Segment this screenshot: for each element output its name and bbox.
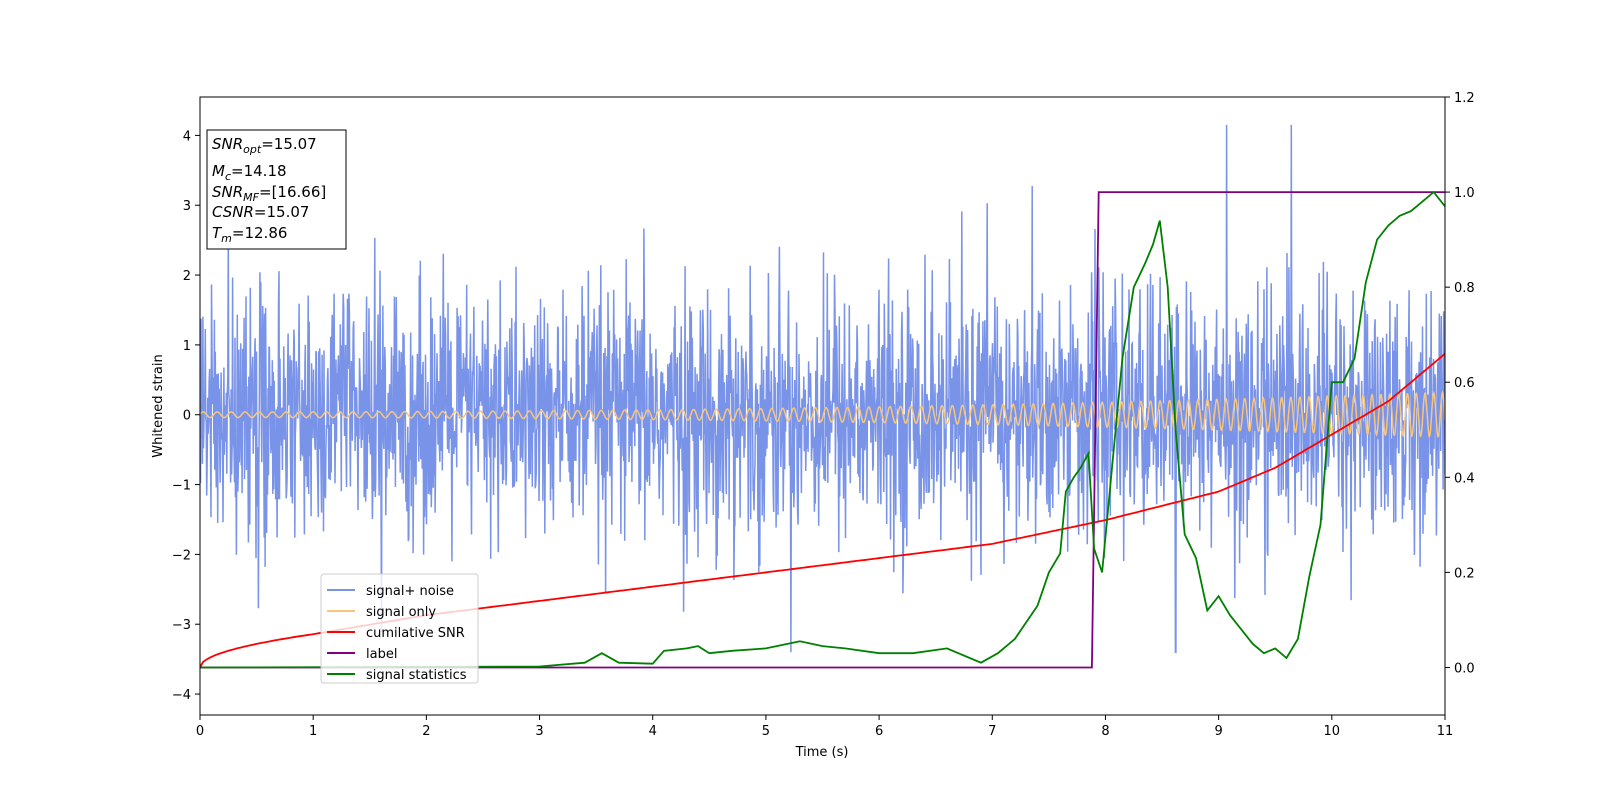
annotation-variable: SNR <box>212 135 243 153</box>
annotation-subscript: m <box>221 232 232 245</box>
legend-label: signal only <box>366 605 436 620</box>
x-tick-label: 11 <box>1437 724 1454 739</box>
x-tick-label: 7 <box>988 724 996 739</box>
left-y-tick-label: 4 <box>183 129 191 144</box>
annotation-lines: SNRopt=15.07Mc=14.18SNRMF=[16.66]CSNR=15… <box>212 135 326 245</box>
right-y-tick-label: 0.2 <box>1454 566 1475 581</box>
left-y-tick-label: 1 <box>183 339 191 354</box>
left-y-tick-label: 2 <box>183 269 191 284</box>
annotation-line: SNRMF=[16.66] <box>212 183 326 204</box>
annotation-value: =[16.66] <box>259 183 326 201</box>
left-y-tick-label: −2 <box>172 548 191 563</box>
x-tick-label: 2 <box>422 724 430 739</box>
annotation-line: SNRopt=15.07 <box>212 135 317 156</box>
annotation-value: =12.86 <box>232 224 288 242</box>
annotation-variable: SNR <box>212 183 243 201</box>
annotation-line: CSNR=15.07 <box>212 203 309 221</box>
legend-label: label <box>366 647 397 662</box>
legend-label: signal statistics <box>366 668 467 683</box>
left-y-tick-label: −3 <box>172 618 191 633</box>
left-y-tick-label: 3 <box>183 199 191 214</box>
annotation-variable: CSNR <box>212 203 254 221</box>
x-tick-label: 9 <box>1214 724 1222 739</box>
annotation-frame <box>206 129 347 250</box>
x-tick-label: 3 <box>535 724 543 739</box>
right-y-tick-label: 0.4 <box>1454 471 1475 486</box>
x-tick-label: 6 <box>875 724 883 739</box>
annotation-subscript: MF <box>243 191 259 204</box>
legend-frame <box>320 573 479 684</box>
legend-label: signal+ noise <box>366 584 454 599</box>
right-y-tick-label: 0.0 <box>1454 661 1475 676</box>
legend-entries: signal+ noise signal only cumilative SNR la… <box>327 584 467 683</box>
left-y-tick-label: −1 <box>172 479 191 494</box>
right-y-axis-ticks: 0.0 0.2 0.4 0.6 0.8 1.0 1.2 <box>1445 91 1475 676</box>
annotation-line: Mc=14.18 <box>212 162 287 183</box>
annotation-line: Tm=12.86 <box>212 224 287 245</box>
x-axis-ticks: 0 1 2 3 4 5 6 7 8 9 10 11 <box>196 715 1453 739</box>
left-y-axis-ticks: −4 −3 −2 −1 0 1 2 3 4 <box>172 129 200 703</box>
x-tick-label: 4 <box>649 724 657 739</box>
right-y-tick-label: 0.6 <box>1454 376 1475 391</box>
x-tick-label: 1 <box>309 724 317 739</box>
legend-label: cumilative SNR <box>366 626 465 641</box>
left-y-tick-label: 0 <box>183 409 191 424</box>
stats-annotation-box: SNRopt=15.07Mc=14.18SNRMF=[16.66]CSNR=15… <box>206 129 347 250</box>
y-axis-label: Whitened strain <box>151 354 166 457</box>
annotation-variable: T <box>212 224 223 242</box>
series-label <box>200 191 1445 669</box>
right-y-tick-label: 0.8 <box>1454 281 1475 296</box>
series-signal-noise <box>200 124 1445 653</box>
x-tick-label: 5 <box>762 724 770 739</box>
x-tick-label: 0 <box>196 724 204 739</box>
series-signal-only <box>200 390 1445 438</box>
right-y-tick-label: 1.2 <box>1454 91 1475 106</box>
series-signal-statistics <box>200 190 1445 669</box>
annotation-subscript: c <box>225 170 231 183</box>
left-y-tick-label: −4 <box>172 688 191 703</box>
annotation-value: =15.07 <box>261 135 317 153</box>
annotation-subscript: opt <box>243 143 262 156</box>
plot-frame <box>199 96 1446 716</box>
x-axis-label: Time (s) <box>795 745 849 760</box>
annotation-variable: M <box>212 162 225 180</box>
annotation-value: =15.07 <box>254 203 310 221</box>
annotation-value: =14.18 <box>231 162 287 180</box>
right-y-tick-label: 1.0 <box>1454 186 1475 201</box>
x-tick-label: 8 <box>1101 724 1109 739</box>
legend: signal+ noise signal only cumilative SNR la… <box>320 573 479 684</box>
x-tick-label: 10 <box>1324 724 1341 739</box>
